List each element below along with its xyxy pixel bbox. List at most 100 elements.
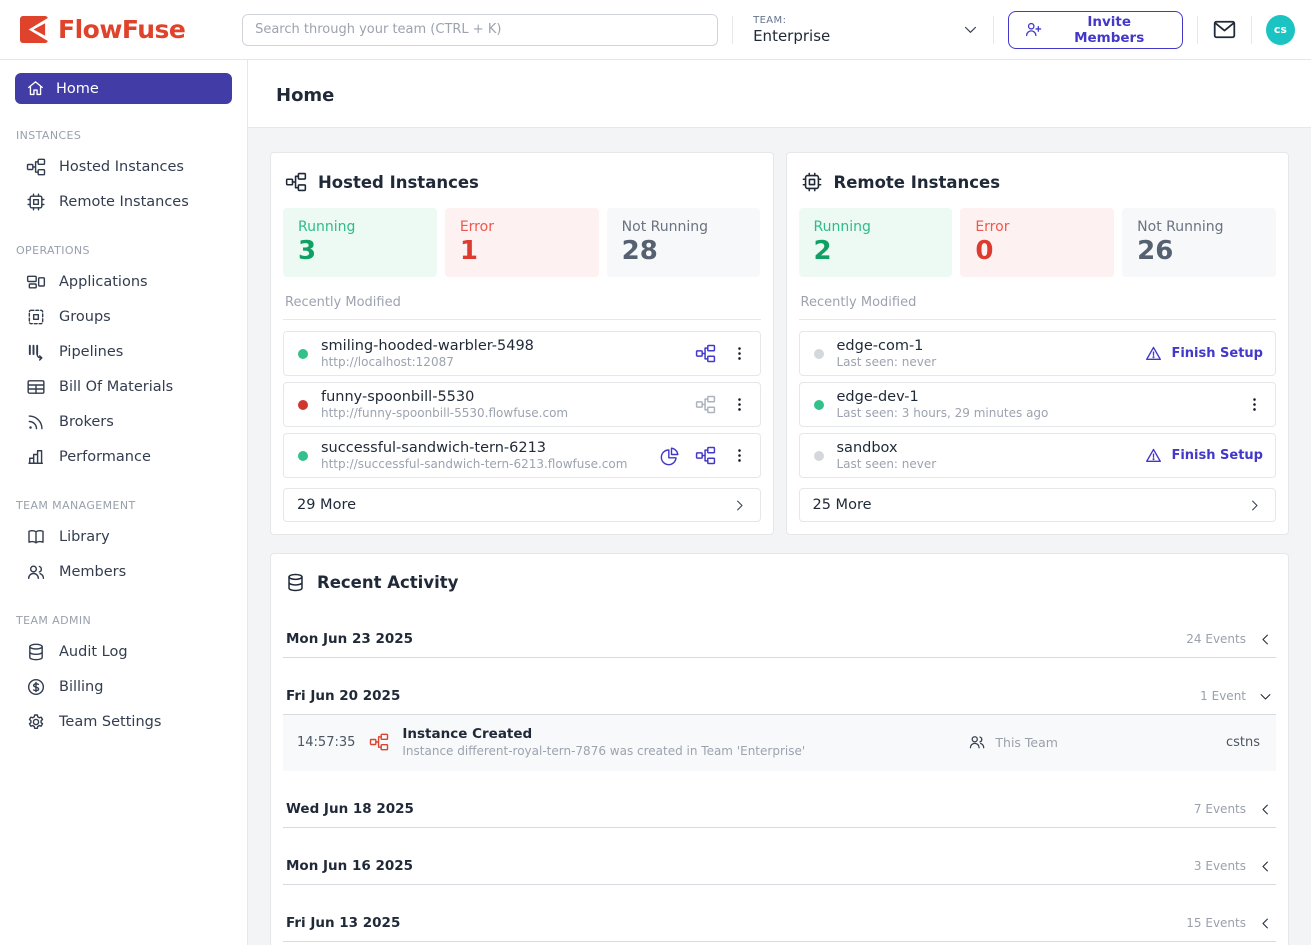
activity-date: Wed Jun 18 2025 <box>286 801 414 817</box>
sidebar-item-pipelines[interactable]: Pipelines <box>0 334 247 369</box>
more-label: 29 More <box>297 497 357 513</box>
bar-chart-icon <box>26 447 46 467</box>
node-red-editor-icon[interactable] <box>695 343 716 364</box>
activity-day-header[interactable]: Mon Jun 23 2025 24 Events <box>283 622 1276 658</box>
user-avatar[interactable]: cs <box>1265 14 1295 45</box>
stat-label: Running <box>813 219 871 235</box>
team-selector[interactable]: TEAM: Enterprise <box>753 15 979 45</box>
hosted-not-running-stat: Not Running 28 <box>606 208 761 277</box>
page-title: Home <box>276 85 335 106</box>
sidebar-section-team-management: TEAM MANAGEMENT <box>16 499 136 512</box>
sidebar-item-audit-log[interactable]: Audit Log <box>0 634 247 669</box>
chevron-left-icon[interactable] <box>1258 916 1273 931</box>
device-name: edge-com-1 <box>836 338 924 354</box>
sidebar-item-members[interactable]: Members <box>0 554 247 589</box>
sidebar-item-home[interactable]: Home <box>15 73 232 104</box>
sidebar-item-applications[interactable]: Applications <box>0 264 247 299</box>
hosted-error-stat: Error 1 <box>444 208 599 277</box>
home-icon <box>26 79 45 98</box>
rss-icon <box>26 412 46 432</box>
status-dot-error <box>298 399 308 410</box>
rectangle-group-icon <box>26 272 46 292</box>
sidebar-item-billing[interactable]: Billing <box>0 669 247 704</box>
user-plus-icon <box>1024 20 1042 39</box>
sidebar-section-team-admin: TEAM ADMIN <box>16 614 92 627</box>
device-name: sandbox <box>836 440 898 456</box>
activity-events-count: 1 Event <box>1200 689 1246 703</box>
search-input[interactable] <box>242 13 719 46</box>
status-dot-running <box>298 450 308 461</box>
activity-date: Fri Jun 13 2025 <box>286 915 401 931</box>
remote-device-row[interactable]: sandbox Last seen: never Finish Setup <box>798 433 1276 478</box>
activity-day-header[interactable]: Wed Jun 18 2025 7 Events <box>283 792 1276 828</box>
chip-icon <box>801 171 823 193</box>
pie-chart-icon[interactable] <box>660 446 680 466</box>
remote-device-row[interactable]: edge-dev-1 Last seen: 3 hours, 29 minute… <box>798 382 1276 427</box>
sidebar-item-remote-instances[interactable]: Remote Instances <box>0 184 247 219</box>
sidebar-item-label: Members <box>59 563 127 580</box>
stat-label: Not Running <box>621 219 709 235</box>
kebab-menu-icon[interactable] <box>731 447 748 464</box>
chevron-left-icon[interactable] <box>1258 632 1273 647</box>
hosted-instance-row[interactable]: funny-spoonbill-5530 http://funny-spoonb… <box>283 382 761 427</box>
hosted-more-row[interactable]: 29 More <box>283 488 761 522</box>
chevron-left-icon[interactable] <box>1258 859 1273 874</box>
sidebar-item-label: Remote Instances <box>59 193 189 210</box>
sidebar-item-brokers[interactable]: Brokers <box>0 404 247 439</box>
invite-members-button[interactable]: Invite Members <box>1008 10 1183 49</box>
recent-activity-title: Recent Activity <box>317 573 459 592</box>
chevron-down-icon[interactable] <box>1258 689 1273 704</box>
finish-setup-button[interactable]: Finish Setup <box>1144 344 1263 363</box>
sidebar-item-team-settings[interactable]: Team Settings <box>0 704 247 739</box>
remote-more-row[interactable]: 25 More <box>798 488 1276 522</box>
instance-name: successful-sandwich-tern-6213 <box>321 440 547 456</box>
kebab-menu-icon[interactable] <box>731 345 748 362</box>
activity-day-header[interactable]: Fri Jun 20 2025 1 Event <box>283 679 1276 715</box>
team-label: TEAM: <box>753 14 787 26</box>
remote-device-row[interactable]: edge-com-1 Last seen: never Finish Setup <box>798 331 1276 376</box>
finish-setup-label: Finish Setup <box>1171 448 1263 463</box>
kebab-menu-icon[interactable] <box>1246 396 1263 413</box>
event-user: cstns <box>1225 734 1260 750</box>
sidebar-item-hosted-instances[interactable]: Hosted Instances <box>0 149 247 184</box>
sidebar-item-bill-of-materials[interactable]: Bill Of Materials <box>0 369 247 404</box>
activity-day-header[interactable]: Mon Jun 16 2025 3 Events <box>283 849 1276 885</box>
notifications-button[interactable] <box>1212 17 1237 42</box>
chevron-left-icon[interactable] <box>1258 802 1273 817</box>
kebab-menu-icon[interactable] <box>731 396 748 413</box>
finish-setup-button[interactable]: Finish Setup <box>1144 446 1263 465</box>
sidebar-item-label: Bill Of Materials <box>59 378 174 395</box>
chevron-down-icon[interactable] <box>962 21 979 38</box>
activity-date: Mon Jun 23 2025 <box>286 631 414 647</box>
hosted-instance-row[interactable]: successful-sandwich-tern-6213 http://suc… <box>283 433 761 478</box>
device-name: edge-dev-1 <box>836 389 919 405</box>
stat-value: 1 <box>459 236 478 266</box>
stat-value: 26 <box>1137 236 1174 266</box>
main-area: Home Hosted Instances Running 3 <box>248 60 1311 945</box>
remote-error-stat: Error 0 <box>960 208 1115 277</box>
event-time: 14:57:35 <box>297 734 356 750</box>
hosted-instance-row[interactable]: smiling-hooded-warbler-5498 http://local… <box>283 331 761 376</box>
page-header: Home <box>248 60 1311 128</box>
recent-activity-card: Recent Activity Mon Jun 23 2025 24 Event… <box>270 553 1289 945</box>
status-dot-offline <box>813 450 824 461</box>
activity-day-header[interactable]: Fri Jun 13 2025 15 Events <box>283 906 1276 942</box>
node-red-editor-icon[interactable] <box>695 445 716 466</box>
sidebar-item-label: Groups <box>59 308 111 325</box>
stat-value: 3 <box>298 236 317 266</box>
flowfuse-logo[interactable]: FlowFuse <box>20 15 242 44</box>
sidebar-item-performance[interactable]: Performance <box>0 439 247 474</box>
event-scope: This Team <box>995 734 1058 750</box>
gear-icon <box>26 712 46 732</box>
stat-value: 2 <box>813 236 832 266</box>
sidebar-item-library[interactable]: Library <box>0 519 247 554</box>
sidebar-item-groups[interactable]: Groups <box>0 299 247 334</box>
instance-name: funny-spoonbill-5530 <box>321 389 475 405</box>
database-icon <box>285 572 306 593</box>
status-dot-running <box>813 399 824 410</box>
chevron-right-icon <box>732 498 747 513</box>
avatar-initials: cs <box>1273 23 1287 36</box>
sidebar-item-label: Team Settings <box>59 713 162 730</box>
invite-members-label: Invite Members <box>1074 13 1145 46</box>
